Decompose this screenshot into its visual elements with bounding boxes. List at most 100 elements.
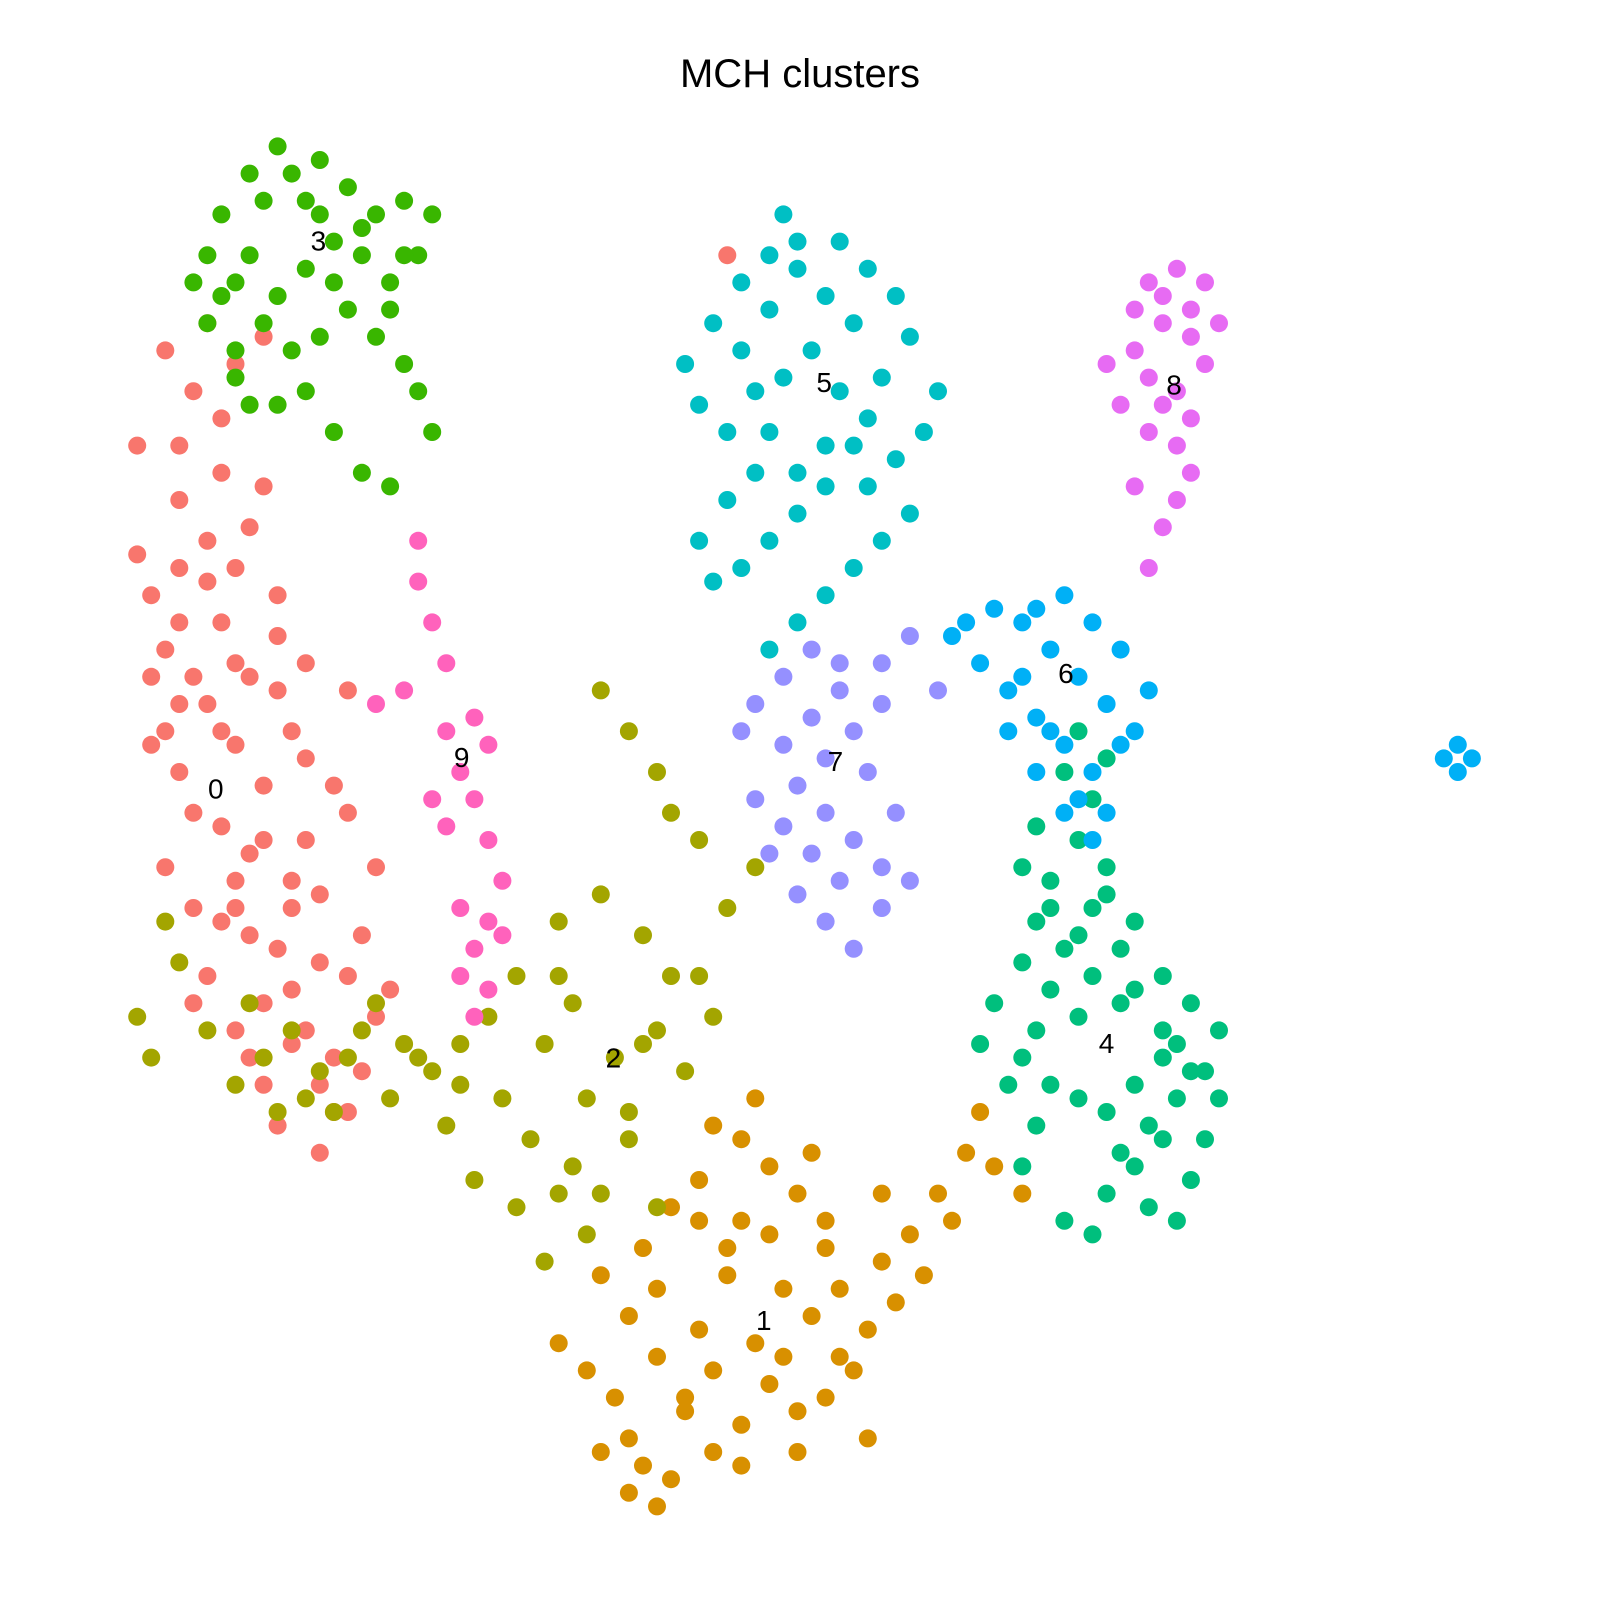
point-cluster-0 xyxy=(198,572,217,591)
point-cluster-1 xyxy=(676,1402,695,1421)
point-cluster-8 xyxy=(1111,395,1130,414)
point-cluster-8 xyxy=(1181,327,1200,346)
point-cluster-2 xyxy=(549,967,568,985)
point-cluster-8 xyxy=(1125,477,1144,496)
point-cluster-3 xyxy=(240,395,259,414)
point-cluster-2 xyxy=(662,803,680,822)
point-cluster-1 xyxy=(690,1320,709,1339)
point-cluster-5 xyxy=(732,273,751,292)
point-cluster-9 xyxy=(437,722,456,741)
point-cluster-8 xyxy=(1153,518,1172,537)
point-cluster-3 xyxy=(338,178,357,197)
point-cluster-1 xyxy=(704,1361,723,1380)
point-cluster-1 xyxy=(816,1388,835,1407)
point-cluster-5 xyxy=(690,531,709,550)
point-cluster-0 xyxy=(212,912,231,931)
point-cluster-1 xyxy=(985,1157,1004,1176)
point-cluster-9 xyxy=(465,939,484,958)
point-cluster-2 xyxy=(128,1007,147,1026)
point-cluster-2 xyxy=(254,1048,273,1067)
point-cluster-2 xyxy=(367,994,385,1013)
point-cluster-5 xyxy=(760,246,779,265)
point-cluster-0 xyxy=(254,327,273,346)
point-cluster-4 xyxy=(985,994,1004,1013)
point-cluster-0 xyxy=(212,409,231,428)
point-cluster-3 xyxy=(268,395,287,414)
point-cluster-2 xyxy=(718,899,737,917)
point-cluster-7 xyxy=(746,790,765,809)
point-cluster-7 xyxy=(830,871,849,890)
point-cluster-3 xyxy=(367,327,385,346)
point-cluster-4 xyxy=(1069,1089,1088,1108)
point-cluster-0 xyxy=(212,817,231,836)
point-cluster-3 xyxy=(352,463,371,482)
point-cluster-4 xyxy=(1013,1157,1032,1176)
point-cluster-5 xyxy=(900,504,919,523)
cluster-labels-layer: 0 1 2 3 4 5 6 7 8 9 xyxy=(208,225,1182,1336)
point-cluster-1 xyxy=(746,1089,765,1108)
point-cluster-1 xyxy=(886,1293,905,1312)
point-cluster-4 xyxy=(1027,1021,1046,1040)
point-cluster-0 xyxy=(282,899,301,917)
point-cluster-2 xyxy=(395,1035,414,1053)
point-cluster-0 xyxy=(254,477,273,496)
point-cluster-1 xyxy=(732,1130,751,1149)
point-cluster-8 xyxy=(1139,368,1158,387)
point-cluster-3 xyxy=(212,287,231,305)
point-cluster-4 xyxy=(1125,1157,1144,1176)
point-cluster-2 xyxy=(451,1075,470,1094)
point-cluster-3 xyxy=(268,287,287,305)
chart-title: MCH clusters xyxy=(679,52,921,96)
point-cluster-0 xyxy=(254,1075,273,1094)
point-cluster-8 xyxy=(1139,423,1158,441)
point-cluster-7 xyxy=(788,776,807,795)
point-cluster-0 xyxy=(128,436,147,455)
point-cluster-0 xyxy=(324,1048,343,1067)
point-cluster-6 xyxy=(1097,695,1116,713)
point-cluster-1 xyxy=(648,1497,666,1516)
point-cluster-4 xyxy=(971,1035,990,1053)
point-cluster-2 xyxy=(437,1116,456,1135)
point-cluster-1 xyxy=(830,1279,849,1298)
point-cluster-1 xyxy=(732,1456,751,1475)
point-cluster-3 xyxy=(395,355,414,373)
point-cluster-4 xyxy=(1055,939,1074,958)
point-cluster-1 xyxy=(929,1184,947,1203)
point-cluster-3 xyxy=(381,477,400,496)
point-cluster-1 xyxy=(591,1443,610,1461)
point-cluster-4 xyxy=(1210,1021,1228,1040)
point-cluster-5 xyxy=(844,314,863,333)
point-cluster-4 xyxy=(1139,1116,1158,1135)
point-cluster-6 xyxy=(1041,640,1060,659)
point-cluster-4 xyxy=(1196,1062,1214,1081)
point-cluster-5 xyxy=(690,395,709,414)
point-cluster-0 xyxy=(184,803,203,822)
point-cluster-2 xyxy=(240,994,259,1013)
point-cluster-4 xyxy=(1041,1075,1060,1094)
point-cluster-7 xyxy=(872,899,891,917)
point-cluster-0 xyxy=(212,722,231,741)
point-cluster-3 xyxy=(324,423,343,441)
point-cluster-7 xyxy=(746,695,765,713)
point-cluster-0 xyxy=(310,1143,329,1162)
point-cluster-6 xyxy=(957,613,976,632)
point-cluster-6 xyxy=(1055,735,1074,754)
point-cluster-5 xyxy=(900,327,919,346)
point-cluster-1 xyxy=(914,1266,933,1285)
point-cluster-5 xyxy=(732,559,751,577)
point-cluster-0 xyxy=(240,518,259,537)
point-cluster-0 xyxy=(170,559,189,577)
point-cluster-0 xyxy=(240,667,259,686)
point-cluster-0 xyxy=(184,382,203,401)
point-cluster-8 xyxy=(1125,341,1144,360)
point-cluster-9 xyxy=(479,831,498,849)
point-cluster-6 xyxy=(1055,586,1074,605)
point-cluster-0 xyxy=(352,926,371,945)
point-cluster-6 xyxy=(1125,722,1144,741)
point-cluster-1 xyxy=(634,1239,652,1257)
point-cluster-6 xyxy=(1434,749,1453,768)
point-cluster-5 xyxy=(830,382,849,401)
point-cluster-3 xyxy=(198,314,217,333)
point-cluster-5 xyxy=(788,232,807,251)
point-cluster-5 xyxy=(816,586,835,605)
